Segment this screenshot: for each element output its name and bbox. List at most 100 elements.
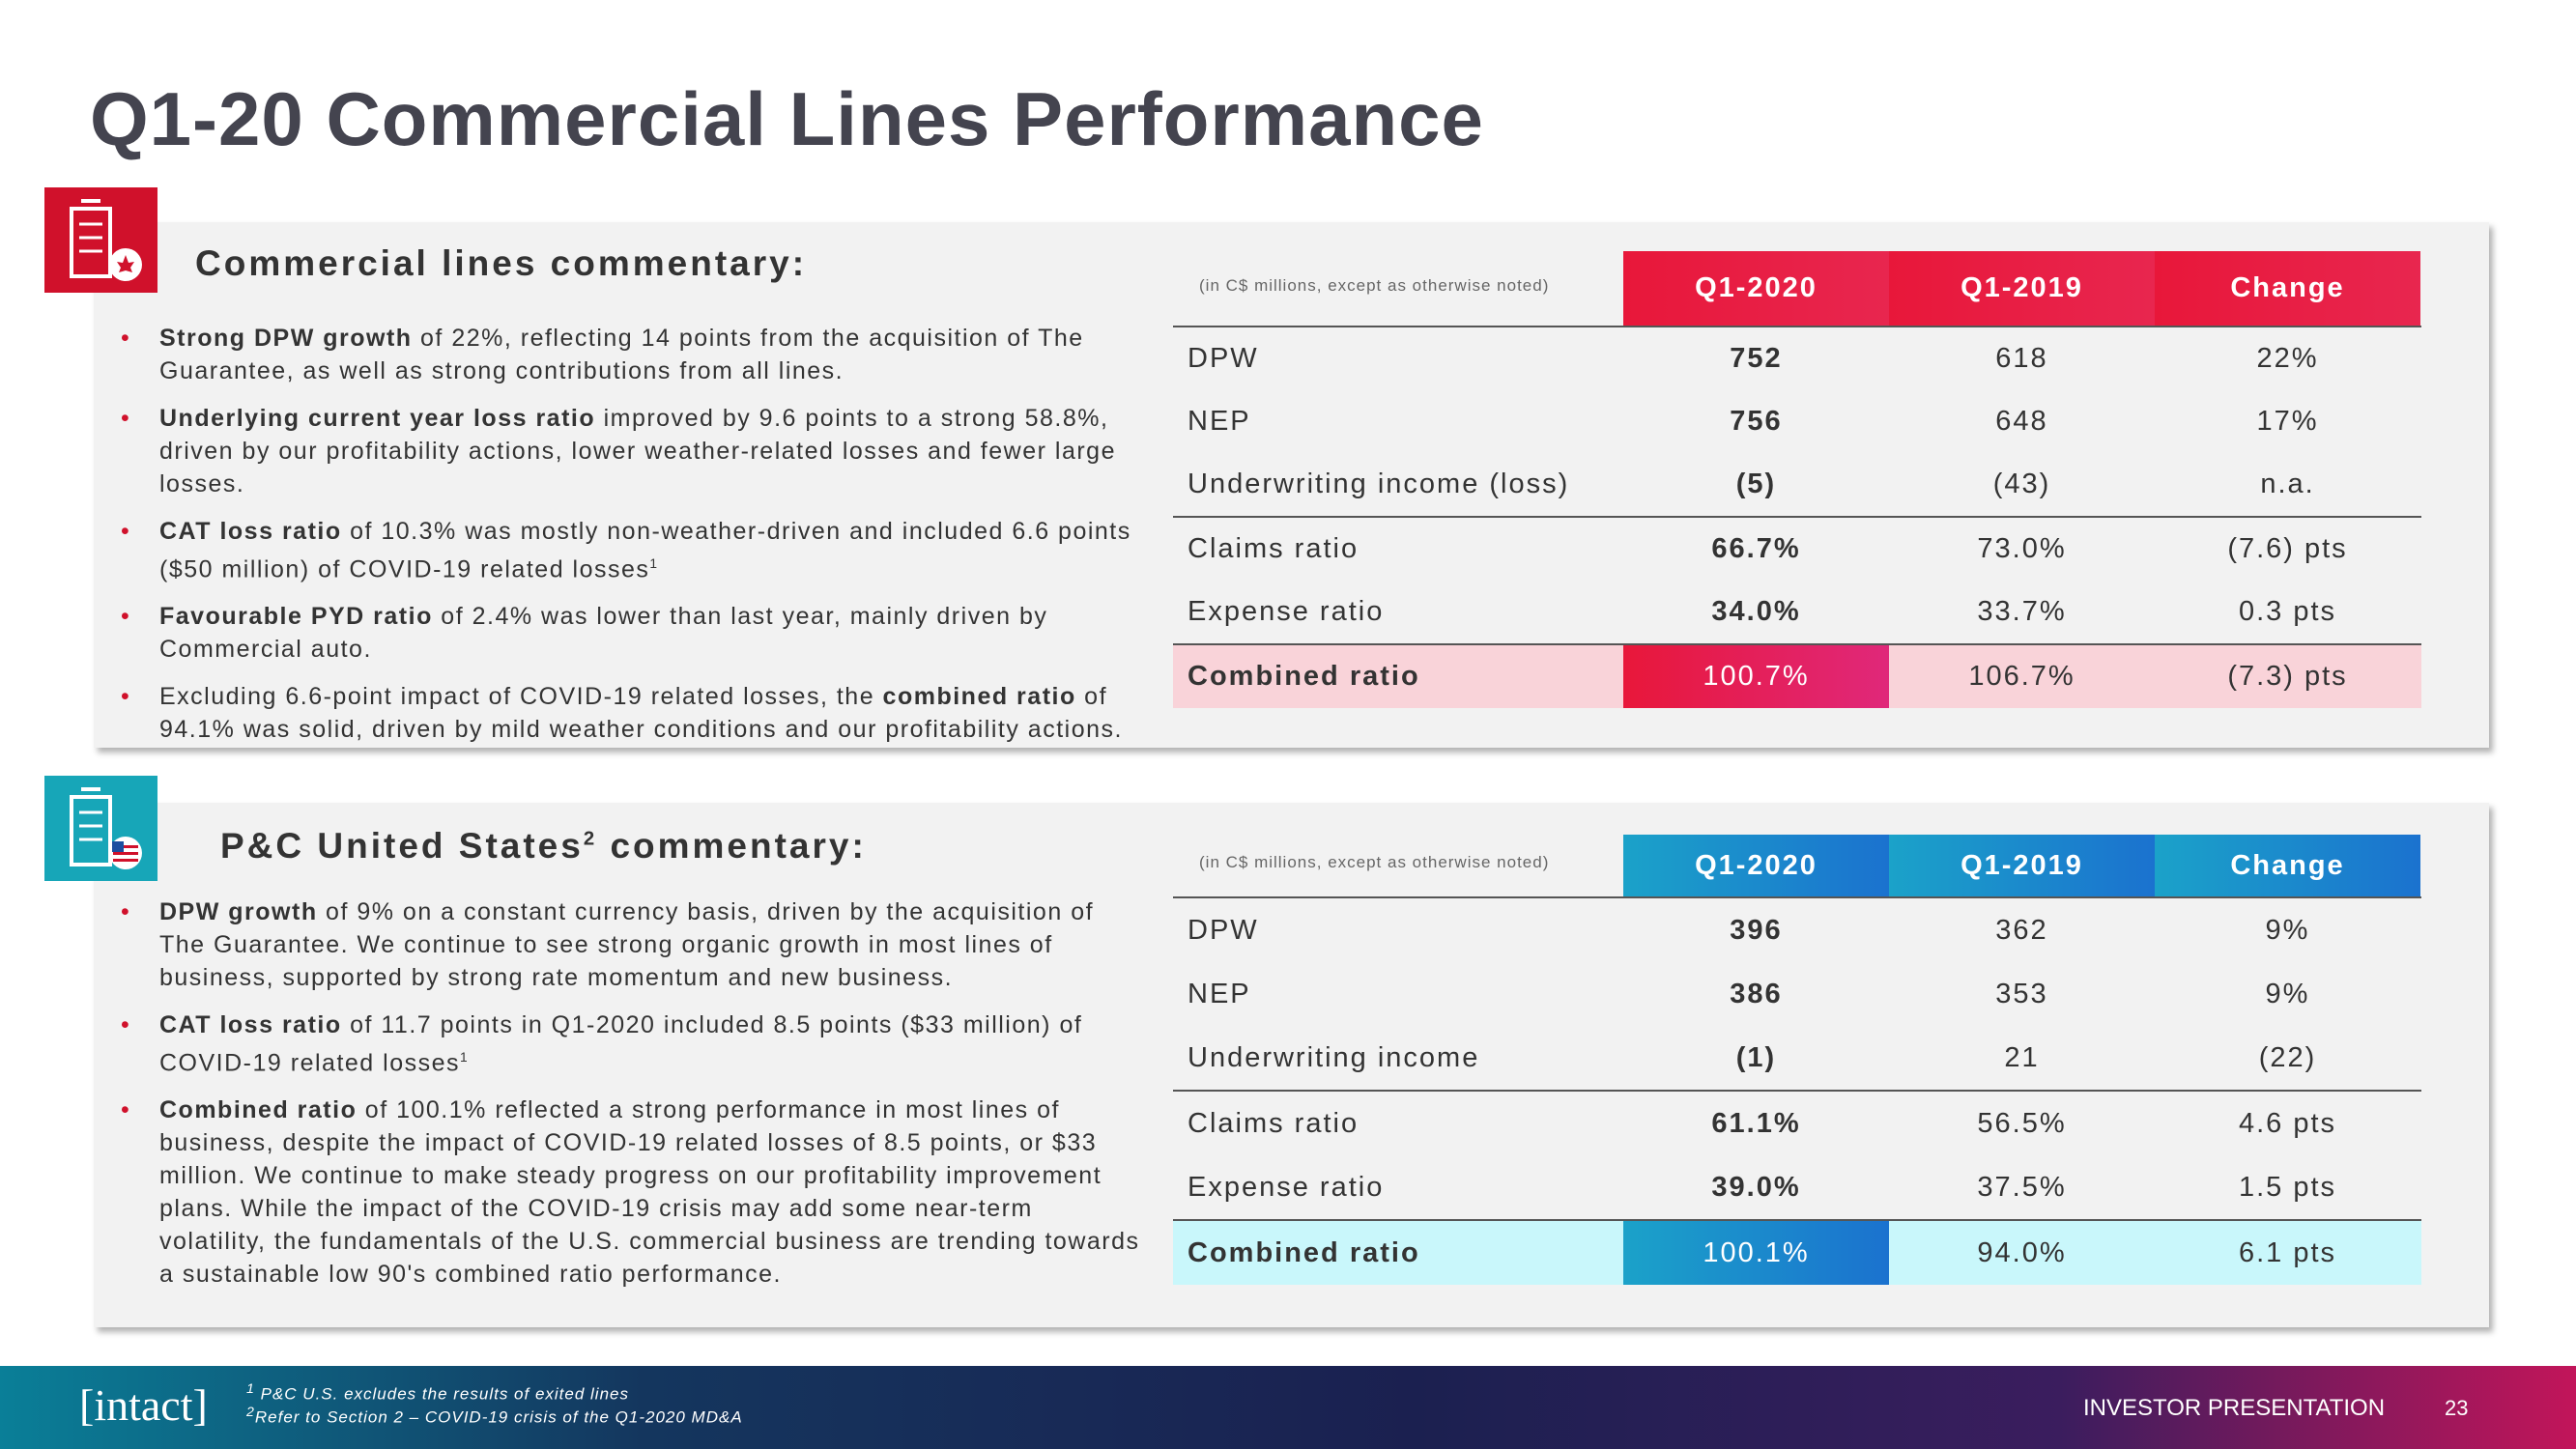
- header-cell: Q1-2020: [1623, 251, 1889, 326]
- footnote: 2Refer to Section 2 – COVID-19 crisis of…: [246, 1405, 743, 1428]
- table: Q1-2020 Q1-2019 Change DPW 396 362 9% NEP 386 353…: [1173, 835, 2421, 1285]
- table-cell: Combined ratio: [1188, 661, 1420, 692]
- table-cell: Underwriting income: [1188, 1041, 1480, 1073]
- text-run: Combined ratio: [159, 1096, 358, 1124]
- table-cell: 39.0%: [1711, 1171, 1801, 1203]
- bullet: CAT loss ratio of 11.7 points in Q1-2020…: [116, 1009, 1140, 1079]
- table-cell: 34.0%: [1711, 596, 1801, 627]
- text-run: of 100.1% reflected a strong performance…: [159, 1096, 1140, 1289]
- table-cell: 618: [1995, 343, 2048, 374]
- table-row: Underwriting income (1) 21 (22): [1173, 1026, 2421, 1092]
- table-row: Combined ratio 100.7% 106.7% (7.3) pts: [1173, 645, 2421, 708]
- building-icon: [44, 776, 157, 881]
- table-row: DPW 752 618 22%: [1173, 327, 2421, 390]
- text-run: P&C United States: [220, 826, 584, 866]
- text-run: CAT loss ratio: [159, 518, 342, 545]
- table-cell: (7.3) pts: [2227, 661, 2348, 692]
- header-cell: Change: [2155, 835, 2420, 896]
- table-cell: DPW: [1188, 914, 1259, 946]
- bullet: Excluding 6.6-point impact of COVID-19 r…: [116, 680, 1169, 746]
- table-cell: NEP: [1188, 978, 1251, 1009]
- text-run: CAT loss ratio: [159, 1011, 342, 1038]
- table-cell: 37.5%: [1977, 1171, 2067, 1203]
- header-cell: [1173, 835, 1623, 896]
- table-row: Combined ratio 100.1% 94.0% 6.1 pts: [1173, 1221, 2421, 1285]
- building-icon: [44, 187, 157, 293]
- table-cell: (43): [1992, 469, 2051, 499]
- table-cell: 1.5 pts: [2238, 1171, 2337, 1203]
- text-run: 1: [649, 556, 659, 571]
- table-cell: n.a.: [2260, 469, 2315, 499]
- table-cell: 22%: [2256, 343, 2319, 374]
- bullet: Favourable PYD ratio of 2.4% was lower t…: [116, 600, 1169, 666]
- table-row: Claims ratio 66.7% 73.0% (7.6) pts: [1173, 518, 2421, 581]
- text-run: of 9% on a constant currency basis, driv…: [159, 898, 1095, 991]
- table-cell: Underwriting income (loss): [1188, 469, 1570, 499]
- table-row: Expense ratio 39.0% 37.5% 1.5 pts: [1173, 1155, 2421, 1221]
- header-cell: Q1-2019: [1889, 251, 2155, 326]
- text-run: 1: [460, 1050, 470, 1065]
- text-run: DPW growth: [159, 898, 318, 925]
- table-cell: 100.1%: [1623, 1221, 1889, 1285]
- bullet: Underlying current year loss ratio impro…: [116, 402, 1169, 500]
- header-cell: Q1-2020: [1623, 835, 1889, 896]
- slide-title: Q1-20 Commercial Lines Performance: [90, 76, 1484, 161]
- footnote: 1 P&C U.S. excludes the results of exite…: [246, 1381, 629, 1405]
- table-cell: NEP: [1188, 406, 1251, 437]
- text-run: Excluding 6.6-point impact of COVID-19 r…: [159, 683, 883, 711]
- table-cell: 21: [2004, 1041, 2040, 1073]
- footnote-mark: 2: [246, 1405, 255, 1420]
- section-heading: Commercial lines commentary:: [195, 243, 807, 284]
- logo: [intact]: [79, 1380, 208, 1430]
- table-header: Q1-2020 Q1-2019 Change: [1173, 251, 2421, 327]
- text-run: commentary:: [597, 826, 867, 866]
- bullet-list: Strong DPW growth of 22%, reflecting 14 …: [116, 322, 1169, 760]
- table-cell: (1): [1735, 1041, 1777, 1073]
- bullet: DPW growth of 9% on a constant currency …: [116, 895, 1140, 994]
- text-run: 2: [583, 828, 598, 850]
- table-header: Q1-2020 Q1-2019 Change: [1173, 835, 2421, 898]
- table-row: Expense ratio 34.0% 33.7% 0.3 pts: [1173, 581, 2421, 645]
- table-cell: 33.7%: [1977, 596, 2067, 627]
- header-cell: [1173, 251, 1623, 326]
- text-run: Commercial lines commentary:: [195, 243, 808, 283]
- text-run: of 22%, reflecting 14 points from the ac…: [159, 325, 1084, 384]
- header-cell: Change: [2155, 251, 2420, 326]
- table-cell: 648: [1995, 406, 2048, 437]
- text-run: combined ratio: [882, 683, 1076, 711]
- text-run: of 11.7 points in Q1-2020 included 8.5 p…: [159, 1011, 1083, 1077]
- footer-label: INVESTOR PRESENTATION: [2083, 1395, 2386, 1421]
- table-cell: (7.6) pts: [2227, 533, 2348, 564]
- table-cell: 353: [1995, 978, 2048, 1009]
- footnote-text: P&C U.S. excludes the results of exited …: [260, 1384, 629, 1404]
- table-row: DPW 396 362 9%: [1173, 898, 2421, 962]
- table-cell: 61.1%: [1711, 1107, 1801, 1139]
- text-run: Underlying current year loss ratio: [159, 405, 596, 432]
- table-cell: 100.7%: [1623, 645, 1889, 708]
- bullet: Combined ratio of 100.1% reflected a str…: [116, 1094, 1140, 1291]
- table-cell: Claims ratio: [1188, 533, 1360, 564]
- table-cell: 56.5%: [1977, 1107, 2067, 1139]
- table-cell: 9%: [2265, 914, 2310, 946]
- table-note: (in C$ millions, except as otherwise not…: [1199, 853, 1550, 871]
- footer: [intact] 1 P&C U.S. excludes the results…: [0, 1366, 2576, 1449]
- table: Q1-2020 Q1-2019 Change DPW 752 618 22% NEP 756 64…: [1173, 251, 2421, 708]
- table-row: Underwriting income (loss) (5) (43) n.a.: [1173, 453, 2421, 518]
- table-row: Claims ratio 61.1% 56.5% 4.6 pts: [1173, 1092, 2421, 1155]
- bullet: CAT loss ratio of 10.3% was mostly non-w…: [116, 515, 1169, 585]
- text-run: Favourable PYD ratio: [159, 603, 433, 631]
- table-cell: 9%: [2265, 978, 2310, 1009]
- table-cell: Claims ratio: [1188, 1107, 1360, 1139]
- text-run: of 2.4% was lower than last year, mainly…: [159, 603, 1048, 664]
- table-row: NEP 386 353 9%: [1173, 962, 2421, 1026]
- text-run: of 94.1% was solid, driven by mild weath…: [159, 683, 1123, 744]
- page-number: 23: [2445, 1396, 2469, 1420]
- text-run: improved by 9.6 points to a strong 58.8%…: [159, 405, 1116, 497]
- table-cell: 4.6 pts: [2238, 1107, 2337, 1139]
- table-cell: 106.7%: [1968, 661, 2075, 692]
- table-cell: Expense ratio: [1188, 596, 1385, 627]
- table-cell: 756: [1730, 406, 1783, 437]
- table-cell: (22): [2258, 1041, 2317, 1073]
- table-row: NEP 756 648 17%: [1173, 390, 2421, 453]
